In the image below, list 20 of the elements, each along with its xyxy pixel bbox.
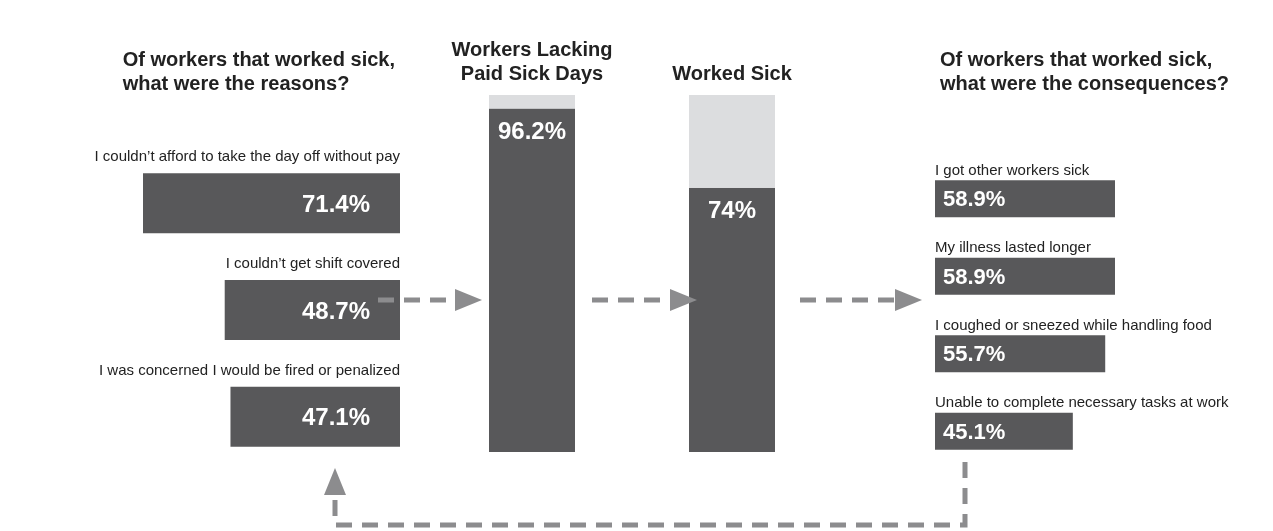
y-tick-label: I couldn’t get shift covered: [225, 254, 400, 271]
x-tick-label: Workers Lacking Paid Sick Days: [451, 38, 613, 84]
chart-title: Of workers that worked sick, what were the reasons?: [121, 48, 396, 94]
chart-title: Of workers that worked sick, what were the consequences?: [939, 48, 1229, 94]
data-label: 58.9%: [943, 263, 1006, 289]
data-label: 55.7%: [943, 341, 1006, 367]
y-tick-label: I got other workers sick: [935, 160, 1090, 178]
data-label: 71.4%: [301, 189, 370, 217]
x-tick-label: Worked Sick: [672, 62, 793, 84]
data-label: 96.2%: [497, 117, 567, 145]
data-label: 47.1%: [301, 403, 370, 431]
data-label: 58.9%: [943, 186, 1006, 212]
data-label: 74%: [707, 196, 757, 224]
y-tick-label: I coughed or sneezed while handling food: [935, 315, 1212, 333]
y-tick-label: Unable to complete necessary tasks at work: [935, 393, 1229, 411]
data-label: 48.7%: [301, 296, 370, 324]
y-tick-label: I couldn’t afford to take the day off without pay: [94, 147, 401, 165]
data-label: 45.1%: [943, 418, 1006, 444]
y-tick-label: I was concerned I would be fired or penalized: [98, 360, 400, 378]
y-tick-label: My illness lasted longer: [935, 238, 1091, 256]
